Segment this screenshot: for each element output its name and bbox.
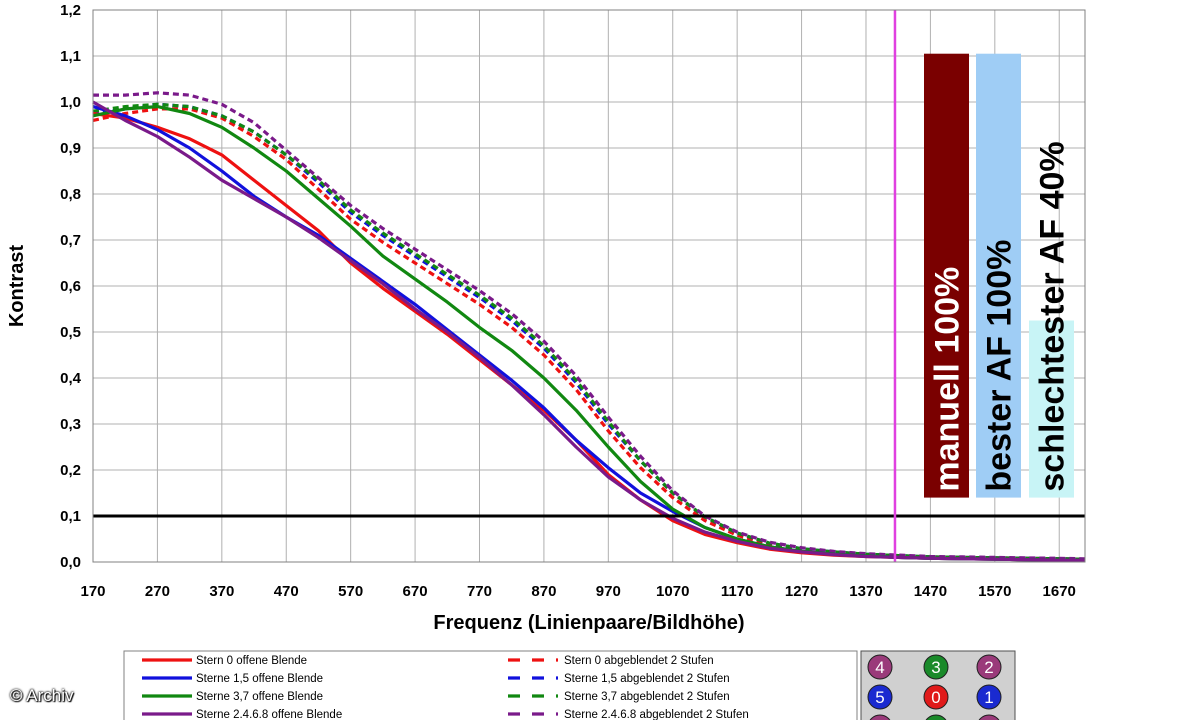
- x-tick-label: 370: [209, 583, 234, 600]
- x-tick-label: 170: [80, 583, 105, 600]
- series-line: [92, 102, 1086, 561]
- star-marker: [976, 654, 1002, 680]
- y-tick-label: 0,3: [60, 416, 81, 433]
- star-marker: [869, 714, 891, 720]
- star-marker: [923, 654, 949, 680]
- y-tick-labels: 0,0 0,1 0,2 0,3 0,4 0,5 0,6 0,7 0,8 0,9 1,0 1,1 1,2: [60, 2, 82, 571]
- star-marker: [867, 684, 893, 710]
- x-tick-label: 1470: [914, 583, 947, 600]
- y-tick-label: 1,0: [60, 94, 81, 111]
- star-marker-label: 1: [984, 688, 993, 707]
- star-marker-label: 2: [984, 658, 993, 677]
- series-group: [92, 91, 1086, 562]
- credit-label: © Archiv: [10, 686, 74, 705]
- x-tick-label: 270: [145, 583, 170, 600]
- y-tick-label: 0,7: [60, 232, 81, 249]
- star-marker-label: 0: [931, 688, 940, 707]
- y-tick-label: 0,4: [60, 370, 82, 387]
- x-tick-label: 670: [403, 583, 428, 600]
- series-line: [92, 100, 1085, 562]
- x-tick-label: 870: [531, 583, 556, 600]
- x-axis-title: Frequenz (Linienpaare/Bildhöhe): [433, 612, 744, 634]
- star-marker-label: 3: [931, 658, 940, 677]
- x-tick-label: 1170: [721, 583, 754, 600]
- legend: Stern 0 offene Blende Sterne 1,5 offene B…: [123, 650, 858, 720]
- y-tick-label: 1,2: [60, 2, 81, 19]
- legend-label: Sterne 2.4.6.8 offene Blende: [196, 709, 342, 720]
- y-tick-label: 0,6: [60, 278, 81, 295]
- legend-label: Sterne 1,5 abgeblendet 2 Stufen: [564, 673, 730, 685]
- x-tick-label: 1670: [1043, 583, 1076, 600]
- series-line: [92, 107, 1086, 561]
- bar-label-box: [1029, 320, 1074, 498]
- star-marker-label: 5: [875, 688, 884, 707]
- y-tick-label: 0,9: [60, 140, 81, 157]
- legend-label: Sterne 3,7 abgeblendet 2 Stufen: [564, 691, 730, 703]
- bar-label-text: manuell 100%: [929, 267, 967, 492]
- bar-labels-group: manuell 100% bester AF 100% schlechtester …: [924, 53, 1074, 498]
- legend-label: Sterne 3,7 offene Blende: [196, 691, 323, 703]
- star-marker-label: 4: [875, 658, 884, 677]
- x-tick-label: 1370: [849, 583, 882, 600]
- x-tick-labels: 170 270 370 470 570 670 770 870 970 1070 1170 1270 1…: [80, 583, 1075, 600]
- star-marker: [925, 714, 947, 720]
- star-marker: [867, 654, 893, 680]
- bar-label-text: bester AF 100%: [981, 240, 1019, 492]
- x-tick-label: 1570: [978, 583, 1011, 600]
- star-marker: [978, 714, 1000, 720]
- y-tick-label: 0,0: [60, 554, 81, 571]
- y-tick-label: 0,1: [60, 508, 81, 525]
- bar-label-box: [976, 53, 1021, 498]
- x-tick-label: 970: [596, 583, 621, 600]
- y-tick-label: 1,1: [60, 48, 81, 65]
- y-tick-label: 0,8: [60, 186, 81, 203]
- bar-label-box: [924, 53, 969, 498]
- star-marker: [976, 684, 1002, 710]
- star-map: 4 3 2 5 0 1: [860, 650, 1016, 720]
- series-line: [93, 91, 1086, 561]
- reference-lines: [93, 10, 1085, 562]
- plot-frame: [92, 9, 1086, 563]
- star-marker: [923, 684, 949, 710]
- legend-box: [123, 650, 858, 720]
- x-tick-label: 470: [274, 583, 299, 600]
- legend-label: Sterne 2.4.6.8 abgeblendet 2 Stufen: [564, 709, 749, 720]
- legend-label: Stern 0 offene Blende: [196, 655, 307, 667]
- y-axis-title: Kontrast: [6, 245, 28, 328]
- y-tick-label: 0,5: [60, 324, 81, 341]
- legend-label: Stern 0 abgeblendet 2 Stufen: [564, 655, 714, 667]
- x-tick-label: 1070: [656, 583, 689, 600]
- y-tick-label: 0,2: [60, 462, 81, 479]
- x-tick-label: 770: [467, 583, 492, 600]
- legend-label: Sterne 1,5 offene Blende: [196, 673, 323, 685]
- bar-label-text: schlechtester AF 40%: [1034, 141, 1072, 491]
- x-tick-label: 570: [338, 583, 363, 600]
- x-tick-label: 1270: [785, 583, 818, 600]
- grid: [92, 9, 1085, 563]
